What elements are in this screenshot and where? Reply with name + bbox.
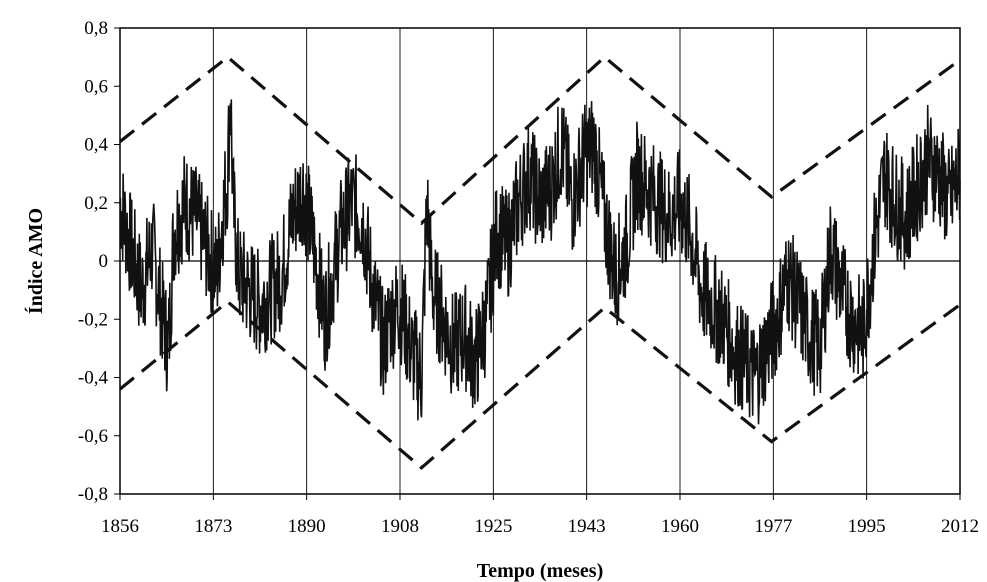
x-tick-label: 1995 xyxy=(848,516,886,537)
y-tick-label: -0,4 xyxy=(78,368,109,389)
x-tick-label: 1873 xyxy=(194,516,232,537)
x-tick-label: 1908 xyxy=(381,516,419,537)
x-tick-label: 1943 xyxy=(568,516,606,537)
y-axis-title: Índice AMO xyxy=(24,208,47,314)
y-tick-label: 0,4 xyxy=(84,135,108,156)
y-tick-label: 0,8 xyxy=(84,18,108,39)
x-axis-ticks: 1856 1873 1890 1908 1925 1943 1960 1977 1995 2012 xyxy=(101,494,979,537)
lower-envelope-dashed-line xyxy=(118,299,961,470)
x-tick-label: 1890 xyxy=(288,516,326,537)
y-tick-label: 0 xyxy=(99,251,109,272)
upper-envelope-dashed-line xyxy=(119,54,961,226)
x-tick-label: 2012 xyxy=(941,516,979,537)
y-axis-ticks: 0,8 0,6 0,4 0,2 0 -0,2 -0,4 -0,6 -0,8 xyxy=(78,18,120,505)
x-tick-label: 1960 xyxy=(661,516,699,537)
x-tick-label: 1856 xyxy=(101,516,139,537)
x-tick-label: 1925 xyxy=(474,516,512,537)
y-tick-label: 0,2 xyxy=(84,193,108,214)
y-tick-label: -0,8 xyxy=(78,484,108,505)
x-tick-label: 1977 xyxy=(754,516,792,537)
y-tick-label: -0,6 xyxy=(78,426,108,447)
amo-series-line xyxy=(119,99,961,425)
y-tick-label: -0,2 xyxy=(78,309,108,330)
x-axis-title: Tempo (meses) xyxy=(477,560,603,582)
y-tick-label: 0,6 xyxy=(84,76,108,97)
